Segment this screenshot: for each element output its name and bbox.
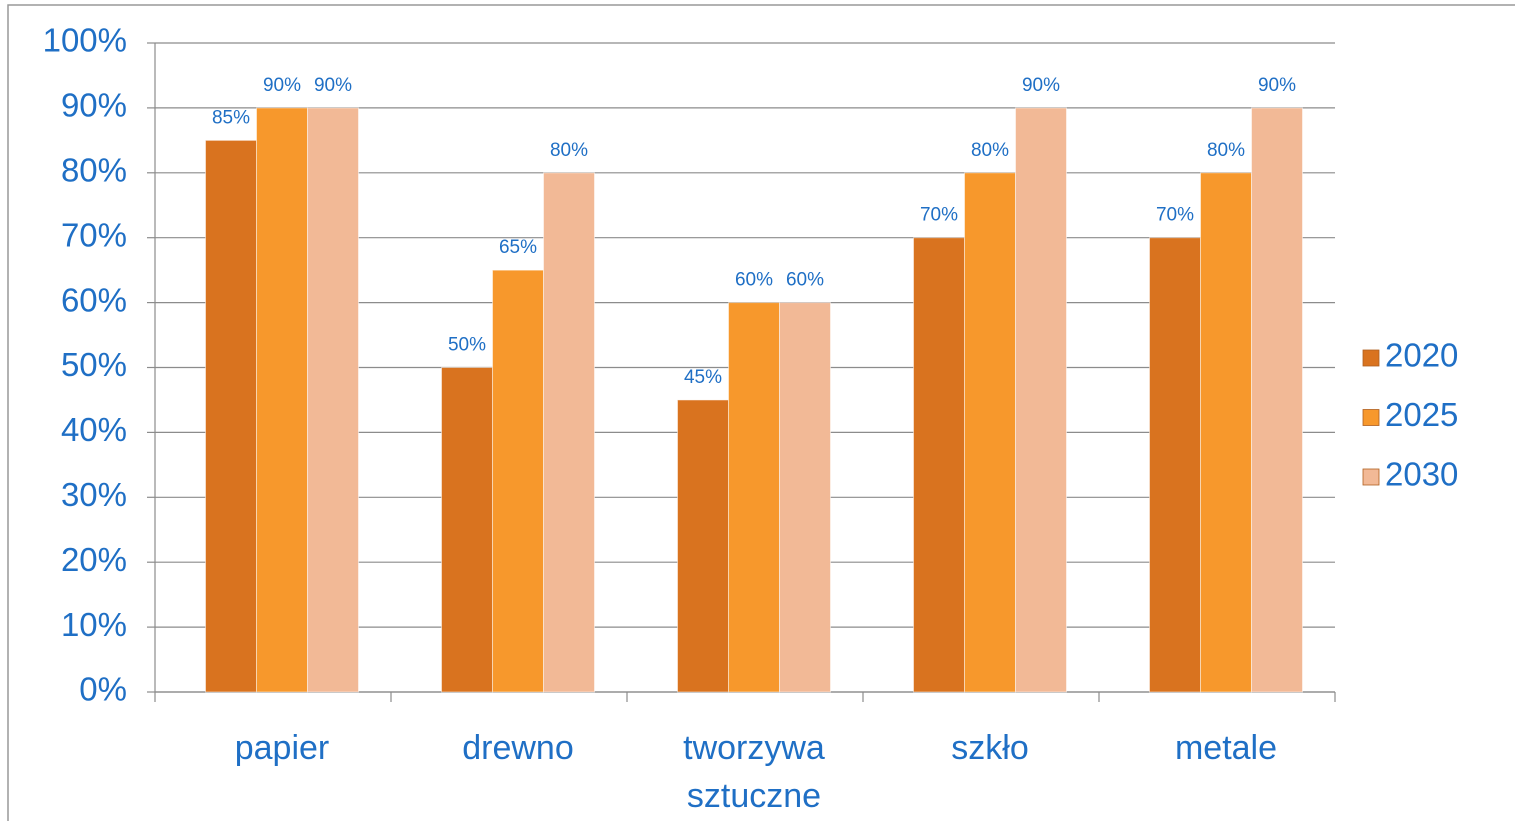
bar bbox=[1149, 237, 1201, 693]
chart-frame bbox=[7, 4, 1515, 821]
legend-label: 2025 bbox=[1385, 396, 1458, 433]
legend-label: 2020 bbox=[1385, 337, 1458, 374]
bar bbox=[964, 172, 1016, 693]
data-label: 85% bbox=[212, 107, 250, 128]
data-label: 90% bbox=[1022, 75, 1060, 96]
bar bbox=[1251, 107, 1303, 693]
bar bbox=[543, 172, 595, 693]
bar bbox=[1200, 172, 1252, 693]
data-label: 80% bbox=[971, 140, 1009, 161]
y-tick-label: 70% bbox=[61, 216, 127, 253]
bar bbox=[728, 302, 780, 693]
y-tick-label: 20% bbox=[61, 541, 127, 578]
data-label: 80% bbox=[550, 140, 588, 161]
x-tick-label: papier bbox=[234, 729, 330, 767]
y-tick-label: 0% bbox=[79, 671, 127, 708]
bar bbox=[441, 367, 493, 693]
legend-swatch bbox=[1362, 409, 1380, 426]
data-label: 60% bbox=[786, 270, 824, 291]
data-label: 70% bbox=[1156, 205, 1194, 226]
bar bbox=[779, 302, 831, 693]
y-tick-label: 10% bbox=[61, 606, 127, 643]
y-tick-label: 90% bbox=[61, 87, 127, 124]
bar bbox=[1015, 107, 1067, 693]
data-label: 70% bbox=[920, 205, 958, 226]
y-tick-label: 100% bbox=[43, 22, 127, 59]
data-label: 90% bbox=[314, 75, 352, 96]
data-label: 80% bbox=[1207, 140, 1245, 161]
bar bbox=[492, 269, 544, 693]
data-label: 90% bbox=[263, 75, 301, 96]
x-tick-label: drewno bbox=[462, 729, 574, 767]
y-tick-label: 30% bbox=[61, 476, 127, 513]
legend-label: 2030 bbox=[1385, 456, 1458, 493]
y-tick-label: 40% bbox=[61, 411, 127, 448]
data-label: 65% bbox=[499, 237, 537, 258]
y-tick-label: 80% bbox=[61, 152, 127, 189]
data-label: 60% bbox=[735, 270, 773, 291]
y-tick-label: 60% bbox=[61, 281, 127, 318]
data-label: 45% bbox=[684, 367, 722, 388]
bar bbox=[913, 237, 965, 693]
x-tick-label: tworzywa sztuczne bbox=[683, 729, 825, 815]
y-tick-label: 50% bbox=[61, 346, 127, 383]
legend-swatch bbox=[1362, 468, 1380, 486]
bar bbox=[677, 399, 729, 693]
x-tick-label: metale bbox=[1174, 729, 1278, 767]
bar bbox=[205, 139, 257, 693]
data-label: 50% bbox=[448, 335, 486, 356]
data-label: 90% bbox=[1258, 75, 1296, 96]
x-tick-label: szkło bbox=[951, 729, 1029, 767]
bar bbox=[256, 107, 308, 693]
bar bbox=[307, 107, 359, 693]
legend-swatch bbox=[1362, 349, 1380, 367]
